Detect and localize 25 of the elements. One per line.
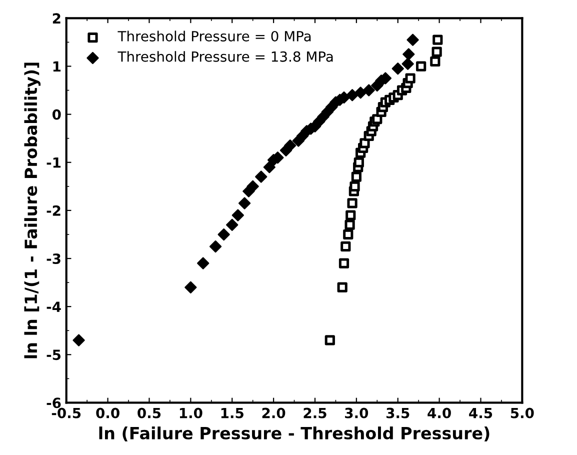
- x-tick-label: -0.5: [52, 408, 81, 418]
- y-tick-label: 0: [52, 109, 61, 120]
- legend-label: Threshold Pressure = 0 MPa: [118, 30, 311, 42]
- legend-label: Threshold Pressure = 13.8 MPa: [118, 51, 333, 62]
- x-tick-label: 1.5: [221, 408, 244, 418]
- x-tick-label: 3.5: [386, 408, 410, 418]
- y-tick-label: -2: [46, 205, 60, 216]
- x-tick-label: 2.0: [262, 408, 286, 418]
- y-tick-label: -6: [46, 398, 61, 408]
- y-axis-title: ln ln [1/(1 - Failure Probability)]: [24, 62, 41, 358]
- y-tick-label: 1: [53, 61, 61, 72]
- x-axis-title: ln (Failure Pressure - Threshold Pressure): [99, 426, 490, 442]
- x-tick-label: 2.5: [304, 408, 326, 418]
- x-tick-label: 4.0: [428, 408, 451, 418]
- y-tick-label: -5: [46, 350, 61, 360]
- y-tick-label: -1: [46, 158, 61, 168]
- x-tick-label: 3.0: [345, 408, 368, 418]
- x-tick-label: 0.0: [96, 408, 120, 418]
- x-tick-label: 5.0: [510, 408, 534, 418]
- y-tick-label: 2: [52, 13, 60, 24]
- y-tick-label: -3: [46, 253, 60, 264]
- x-tick-label: 1.0: [180, 408, 202, 418]
- x-tick-label: 4.5: [469, 408, 492, 418]
- x-tick-label: 0.5: [138, 408, 161, 418]
- y-tick-label: -4: [46, 302, 61, 312]
